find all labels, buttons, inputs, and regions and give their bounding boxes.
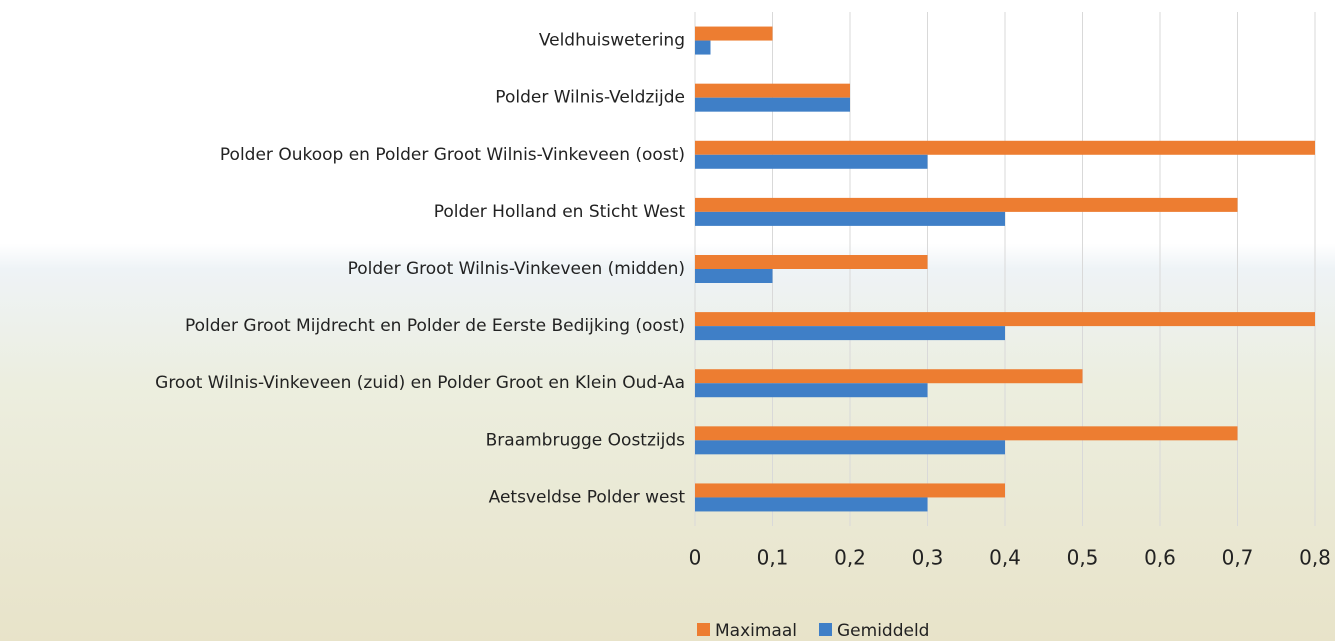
bar (695, 255, 928, 269)
bar (695, 154, 928, 169)
y-tick-label: Polder Holland en Sticht West (434, 202, 686, 222)
bar (695, 426, 1238, 441)
x-tick-label: 0,7 (1222, 546, 1254, 570)
y-tick-label: Polder Groot Wilnis-Vinkeveen (midden) (348, 259, 685, 279)
x-tick-label: 0,4 (989, 546, 1021, 570)
x-tick-label: 0,1 (757, 546, 789, 570)
x-tick-label: 0,8 (1299, 546, 1331, 570)
bar (695, 440, 1005, 455)
x-tick-label: 0,3 (912, 546, 944, 570)
bar (695, 483, 1005, 498)
bar (695, 26, 773, 41)
y-tick-label: Braambrugge Oostzijds (486, 430, 686, 450)
x-tick-label: 0,2 (834, 546, 866, 570)
y-tick-label: Polder Groot Mijdrecht en Polder de Eers… (185, 316, 685, 336)
y-tick-label: Polder Wilnis-Veldzijde (495, 88, 685, 108)
bar (695, 269, 773, 283)
y-tick-label: Polder Oukoop en Polder Groot Wilnis-Vin… (220, 145, 685, 165)
bar (695, 211, 1005, 226)
x-tick-label: 0 (689, 546, 702, 570)
bar (695, 83, 850, 98)
y-tick-label: Groot Wilnis-Vinkeveen (zuid) en Polder … (155, 373, 685, 393)
bar (695, 97, 850, 112)
bar (695, 140, 1315, 155)
y-tick-label: Veldhuiswetering (539, 31, 685, 51)
bar (695, 40, 711, 55)
legend-swatch (819, 623, 832, 636)
bar (695, 383, 928, 398)
y-tick-label: Aetsveldse Polder west (489, 487, 686, 507)
bar (695, 326, 1005, 341)
bar (695, 497, 928, 512)
bar (695, 369, 1083, 384)
legend-swatch (697, 623, 710, 636)
bar (695, 197, 1238, 212)
legend-label: Maximaal (715, 621, 797, 641)
x-tick-label: 0,6 (1144, 546, 1176, 570)
bar (695, 312, 1315, 327)
x-tick-label: 0,5 (1067, 546, 1099, 570)
legend-label: Gemiddeld (837, 621, 929, 641)
